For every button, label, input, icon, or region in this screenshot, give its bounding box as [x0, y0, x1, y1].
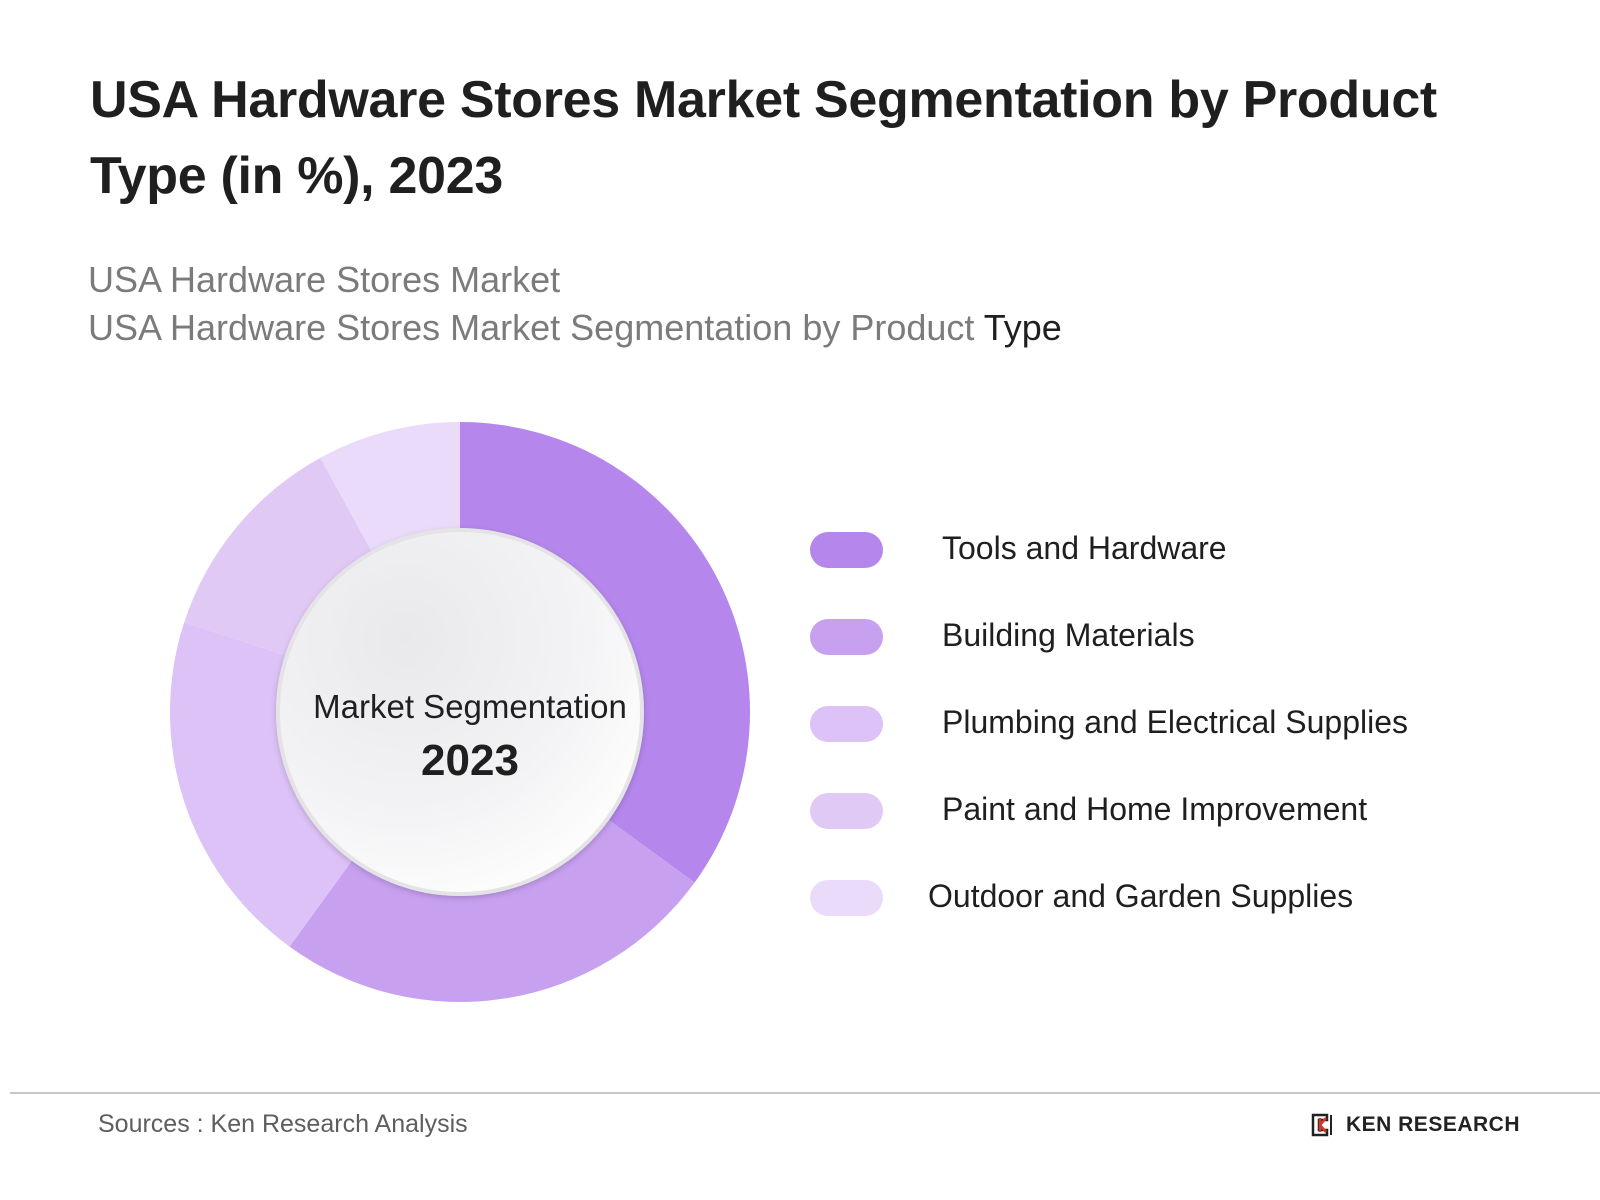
donut-center [276, 528, 644, 896]
legend-label: Building Materials [942, 617, 1195, 653]
donut-slice-plumbing-and-electrical-supplies [170, 622, 372, 947]
source-note: Sources : Ken Research Analysis [98, 1110, 468, 1138]
brand-logo: KEN RESEARCH [1310, 1112, 1520, 1138]
legend-swatch [810, 532, 883, 568]
legend-swatch [810, 619, 883, 655]
center-year: 2023 [421, 736, 519, 785]
ken-research-logo-icon [1311, 1113, 1332, 1137]
center-label: Market Segmentation [313, 688, 627, 725]
legend-swatch [810, 793, 883, 829]
legend-swatch [810, 706, 883, 742]
legend-item: Tools and Hardware [810, 528, 1570, 615]
legend: Tools and Hardware Building Materials Pl… [810, 528, 1570, 963]
subtitle-segmentation: USA Hardware Stores Market Segmentation … [88, 306, 1062, 350]
legend-item: Paint and Home Improvement [810, 789, 1570, 876]
subtitle-market: USA Hardware Stores Market [88, 259, 561, 300]
legend-label: Tools and Hardware [942, 530, 1227, 566]
legend-item: Building Materials [810, 615, 1570, 702]
legend-item: Outdoor and Garden Supplies [810, 876, 1570, 963]
donut-chart [170, 422, 751, 1002]
legend-item: Plumbing and Electrical Supplies [810, 702, 1570, 789]
legend-swatch [810, 880, 883, 916]
footer-divider [10, 1092, 1600, 1094]
brand-name: KEN RESEARCH [1345, 1113, 1520, 1136]
legend-label: Plumbing and Electrical Supplies [942, 704, 1409, 740]
legend-label: Outdoor and Garden Supplies [928, 878, 1354, 914]
legend-label: Paint and Home Improvement [942, 791, 1368, 827]
subtitle-segmentation-main: USA Hardware Stores Market Segmentation … [88, 307, 975, 348]
chart-title: USA Hardware Stores Market Segmentation … [90, 71, 1437, 205]
subtitle-segmentation-end: Type [983, 307, 1062, 348]
